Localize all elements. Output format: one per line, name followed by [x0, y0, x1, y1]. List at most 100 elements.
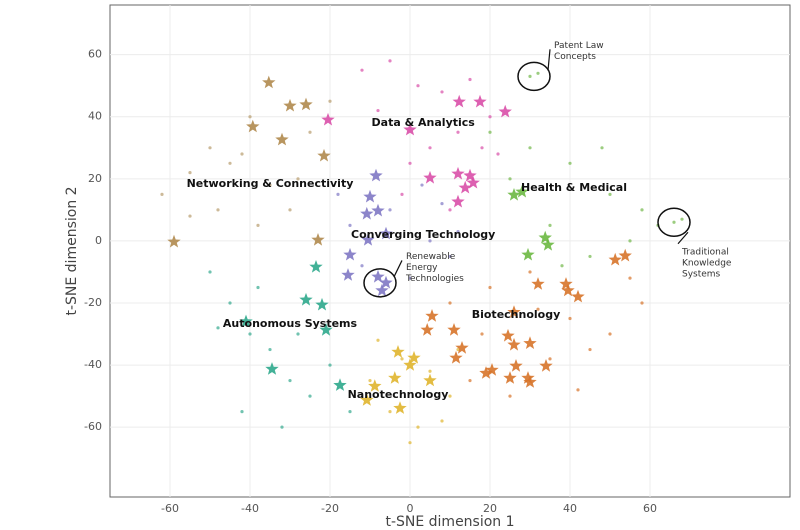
dot-point — [360, 264, 364, 268]
x-axis-label: t-SNE dimension 1 — [385, 514, 514, 530]
dot-point — [488, 115, 492, 119]
star-point — [498, 104, 512, 118]
cluster-label: Autonomous Systems — [223, 317, 358, 330]
x-tick-label: -20 — [321, 502, 339, 515]
star-point — [531, 277, 545, 290]
star-point — [315, 297, 329, 311]
dot-point — [288, 378, 292, 383]
star-point — [393, 401, 407, 414]
dot-point — [440, 419, 444, 423]
star-point — [262, 75, 276, 89]
star-point — [299, 292, 313, 306]
dot-point — [536, 307, 540, 311]
dot-point — [208, 270, 212, 274]
star-point — [283, 98, 297, 112]
star-point — [501, 328, 515, 342]
star-point — [369, 168, 383, 182]
dot-point — [376, 338, 380, 342]
y-tick-label: -20 — [84, 296, 102, 309]
dot-point — [528, 74, 532, 78]
dot-point — [468, 378, 472, 383]
dot-point — [448, 394, 452, 398]
dot-point — [440, 202, 444, 206]
cluster-label: Biotechnology — [472, 308, 561, 321]
star-point — [363, 189, 377, 203]
dot-point — [240, 152, 244, 156]
star-point — [539, 359, 553, 372]
cluster-label: Health & Medical — [521, 181, 627, 194]
dot-point — [280, 425, 284, 429]
dot-point — [508, 177, 512, 181]
y-tick-label: 0 — [95, 234, 102, 247]
dot-point — [568, 161, 572, 165]
star-point — [559, 277, 573, 290]
dot-point — [480, 146, 484, 150]
star-point — [407, 350, 421, 364]
dot-point — [456, 229, 460, 234]
star-point — [523, 336, 537, 349]
callout-arrow — [547, 49, 551, 71]
star-point — [507, 305, 521, 318]
dot-point — [216, 208, 220, 212]
star-point — [503, 371, 517, 384]
star-point — [423, 373, 437, 387]
star-point — [515, 184, 529, 198]
dot-point — [680, 217, 684, 221]
star-point — [265, 362, 279, 375]
dot-point — [548, 357, 552, 361]
dot-point — [188, 214, 192, 218]
dot-point — [400, 357, 404, 361]
dot-point — [640, 208, 644, 212]
y-axis-label: t-SNE dimension 2 — [64, 186, 80, 315]
cluster-label: Nanotechnology — [348, 388, 449, 401]
callout-label: Patent Law — [554, 41, 604, 51]
callout-label: Systems — [682, 269, 721, 279]
cluster-label: Data & Analytics — [372, 116, 476, 129]
dot-point — [240, 410, 244, 414]
dot-point — [248, 332, 252, 336]
dot-point — [588, 254, 592, 259]
dot-point — [508, 394, 512, 398]
dot-point — [296, 332, 300, 336]
dot-point — [488, 285, 492, 290]
star-point — [473, 94, 487, 108]
dot-point — [608, 192, 612, 196]
dot-point — [560, 264, 564, 268]
star-point — [371, 269, 385, 283]
dot-point — [228, 301, 232, 305]
star-point — [507, 337, 521, 351]
star-point — [341, 268, 355, 281]
star-point — [541, 237, 555, 251]
dot-point — [568, 316, 572, 321]
star-point — [608, 252, 622, 266]
star-point — [361, 233, 375, 246]
star-point — [239, 314, 253, 328]
dot-point — [608, 332, 612, 336]
star-point — [379, 275, 393, 289]
dot-point — [328, 363, 332, 367]
dot-point — [348, 410, 352, 414]
x-tick-label: 20 — [483, 502, 497, 515]
star-point — [561, 283, 575, 297]
dot-point — [400, 192, 404, 196]
star-point — [360, 206, 374, 220]
star-point — [388, 371, 402, 384]
dot-point — [368, 378, 372, 383]
dot-point — [328, 99, 332, 103]
star-point — [371, 203, 385, 217]
dot-point — [456, 130, 460, 134]
callout-arrow — [393, 260, 403, 278]
dot-point — [448, 254, 452, 259]
dot-point — [548, 223, 552, 227]
x-tick-label: -40 — [241, 502, 259, 515]
dot-point — [448, 301, 452, 305]
callout-label: Renewable — [406, 252, 456, 262]
dot-point — [628, 239, 632, 243]
dot-point — [308, 394, 312, 398]
star-point — [360, 393, 374, 406]
dot-point — [408, 161, 412, 165]
star-point — [521, 247, 535, 261]
star-point — [299, 97, 313, 111]
star-point — [455, 341, 469, 354]
dot-point — [672, 220, 676, 224]
